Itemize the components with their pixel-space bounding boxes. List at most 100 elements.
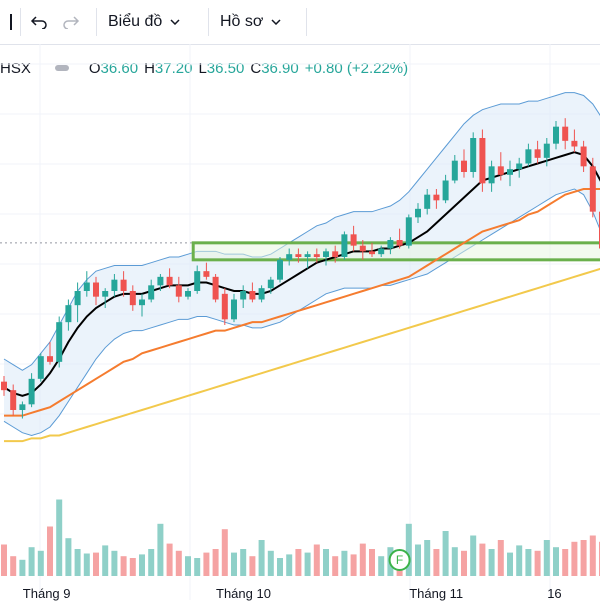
candle-body [543, 143, 550, 158]
undo-button[interactable] [30, 8, 48, 36]
candle-body [396, 240, 403, 246]
volume-bar [341, 550, 348, 576]
volume-bar [212, 549, 219, 576]
volume-bar [479, 543, 486, 576]
candle-body [313, 254, 320, 257]
candle-body [65, 305, 72, 323]
candle-body [56, 322, 63, 362]
toolbar-divider [208, 8, 209, 36]
candle-body [580, 146, 587, 167]
candle-body [157, 276, 164, 286]
candle-body [415, 208, 421, 218]
bollinger-band-fill [4, 92, 600, 436]
candle-body [277, 259, 283, 280]
volume-bar [111, 550, 118, 576]
volume-bar [525, 549, 532, 576]
candle-body [507, 169, 513, 175]
volume-bar [378, 556, 385, 576]
candle-body [19, 404, 26, 410]
candle-body [323, 251, 329, 257]
volume-bar [277, 558, 283, 576]
volume-bar [543, 540, 550, 576]
candle-body [341, 234, 348, 257]
redo-button[interactable] [62, 8, 80, 36]
chevron-down-icon [170, 19, 180, 25]
candle-body [516, 163, 523, 170]
candle-body [102, 291, 109, 297]
chevron-down-icon [271, 19, 281, 25]
candle-body [93, 282, 99, 297]
candle-body [37, 356, 44, 379]
ma-mid-line [4, 188, 600, 417]
time-axis-label: Tháng 11 [409, 586, 464, 601]
volume-bar [580, 540, 587, 576]
chart-menu-label: Biểu đồ [108, 13, 163, 30]
top-toolbar: Biểu đồ Hồ sơ [0, 0, 600, 45]
time-axis-label: 16 [547, 586, 562, 601]
volume-bar [47, 526, 53, 576]
profile-menu-button[interactable]: Hồ sơ [220, 8, 281, 36]
candle-body [139, 299, 145, 306]
volume-bar [221, 529, 228, 576]
volume-bar [166, 543, 173, 576]
candle-body [470, 138, 477, 172]
low-key: L [198, 59, 207, 77]
candle-body [369, 251, 375, 255]
candle-body [83, 282, 90, 291]
candle-body [589, 166, 596, 212]
candle-body [479, 138, 486, 184]
chart-menu-button[interactable]: Biểu đồ [108, 8, 180, 36]
volume-bar [516, 545, 523, 576]
candle-body [387, 240, 394, 249]
volume-bar [433, 549, 440, 576]
volume-bar [120, 556, 127, 576]
volume-bar [185, 556, 191, 576]
candle-body [111, 279, 118, 291]
volume-bar [470, 535, 477, 576]
volume-bar [359, 543, 366, 576]
candle-body [488, 166, 495, 184]
candle-style-button[interactable] [0, 8, 14, 36]
bollinger-upper-line [3, 92, 600, 371]
candle-body [295, 254, 302, 257]
candle-body [562, 126, 569, 141]
volume-bar [19, 559, 26, 576]
candle-body [332, 251, 339, 257]
candle-body [74, 291, 81, 306]
candle-body [433, 194, 440, 201]
volume-bar [231, 552, 237, 576]
open-key: O [88, 59, 101, 77]
volume-bar [313, 544, 320, 576]
event-marker-label: F [396, 553, 403, 567]
candle-body [461, 160, 467, 172]
volume-bar [249, 556, 256, 576]
price-chart[interactable]: F [0, 44, 600, 600]
volume-bar [93, 552, 99, 576]
volume-bar [497, 540, 504, 576]
volume-bar [37, 550, 44, 576]
time-axis-label: Tháng 9 [22, 586, 71, 601]
time-axis-label: Tháng 10 [216, 586, 271, 601]
candle-body [497, 166, 504, 175]
toolbar-divider [306, 8, 307, 36]
volume-bar [507, 552, 513, 576]
volume-bar [562, 549, 569, 576]
volume-bar [534, 550, 541, 576]
volume-bar [28, 547, 35, 576]
candle-body [185, 291, 191, 297]
volume-bar [139, 554, 145, 576]
high-key: H [144, 59, 155, 77]
candle-body [148, 285, 155, 300]
candle-body [10, 390, 17, 410]
candle-body [442, 180, 449, 201]
volume-bar [129, 558, 136, 576]
volume-bar [405, 523, 412, 576]
collapse-toggle-icon[interactable] [54, 65, 69, 71]
volume-bar [65, 538, 72, 576]
candle-body [231, 299, 237, 320]
volume-bar [350, 554, 357, 576]
volume-bar [175, 550, 182, 576]
volume-bar [83, 553, 90, 576]
ma-long-line [4, 267, 600, 443]
volume-bar [194, 558, 201, 576]
